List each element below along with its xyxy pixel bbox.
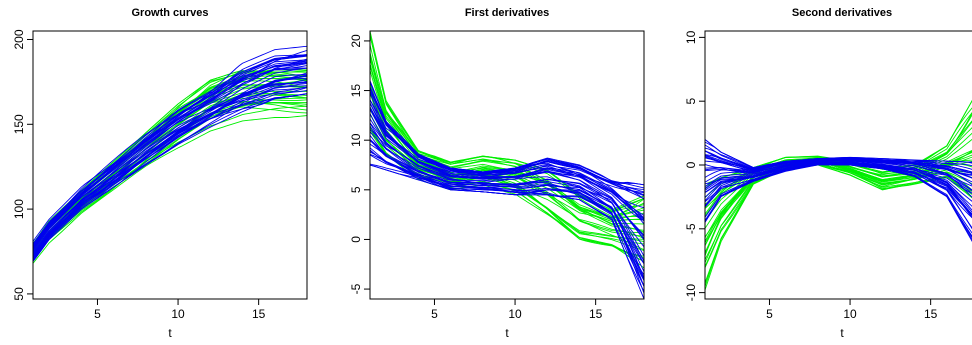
blue-curve [33, 60, 307, 248]
x-tick-label: 5 [431, 307, 438, 321]
y-tick-label: 5 [684, 98, 698, 105]
green-curve [33, 115, 307, 264]
green-curve [33, 80, 307, 248]
y-tick-label: 200 [12, 29, 26, 49]
blue-curve [705, 161, 972, 219]
blue-curve [370, 80, 644, 200]
y-tick-label: -10 [684, 284, 698, 302]
green-curve [370, 65, 644, 225]
blue-curve [33, 75, 307, 255]
blue-curve [33, 65, 307, 249]
growth-curves-y-axis: 50 100 150 200 [12, 29, 33, 301]
blue-curve [705, 144, 972, 170]
blue-curve [705, 139, 972, 168]
y-tick-label: 150 [12, 114, 26, 134]
x-tick-label: 10 [508, 307, 522, 321]
blue-curve [33, 82, 307, 258]
blue-curve [33, 85, 307, 258]
growth-curves-frame [32, 30, 308, 300]
x-tick-label: 10 [171, 307, 185, 321]
y-tick-label: 100 [12, 199, 26, 219]
first-derivatives-y-axis: -5 0 5 10 15 20 [349, 34, 370, 294]
blue-curve [370, 108, 644, 216]
y-tick-label: -5 [684, 223, 698, 234]
x-tick-label: 15 [252, 307, 266, 321]
blue-curve [33, 82, 307, 255]
x-tick-label: 10 [843, 307, 857, 321]
x-tick-label: 5 [94, 307, 101, 321]
green-curve [370, 55, 644, 218]
blue-curve [370, 138, 644, 261]
growth-curves-x-label: t [168, 326, 172, 340]
y-tick-label: 50 [12, 287, 26, 301]
blue-curve [33, 93, 307, 262]
blue-curve [370, 92, 644, 225]
green-curve [33, 102, 307, 257]
blue-curve [33, 78, 307, 257]
second-derivatives-title: Second derivatives [792, 7, 892, 19]
y-tick-label: 0 [349, 236, 363, 243]
first-derivatives-frame [369, 30, 645, 300]
growth-curves-title: Growth curves [131, 7, 208, 19]
x-tick-label: 15 [589, 307, 603, 321]
first-derivatives-lines [370, 31, 644, 299]
first-derivatives-x-label: t [505, 326, 509, 340]
y-tick-label: 10 [349, 133, 363, 147]
y-tick-label: -5 [349, 283, 363, 294]
green-curve [370, 88, 644, 234]
blue-curve [370, 147, 644, 294]
panel-second-derivatives: Second derivatives 5 10 15 -10 -5 0 5 10 t [684, 7, 972, 340]
growth-curves-lines [33, 45, 307, 264]
panel-growth-curves: Growth curves 5 10 15 50 100 150 200 t [12, 7, 308, 340]
y-tick-label: 20 [349, 34, 363, 48]
growth-curves-x-axis: 5 10 15 [94, 299, 266, 321]
first-derivatives-x-axis: 5 10 15 [431, 299, 603, 321]
blue-curve [705, 161, 972, 192]
blue-curve [370, 103, 644, 220]
first-derivatives-title: First derivatives [465, 7, 549, 19]
y-tick-label: 5 [349, 186, 363, 193]
blue-curve [370, 139, 644, 265]
x-tick-label: 15 [924, 307, 938, 321]
y-tick-label: 0 [684, 161, 698, 168]
green-curve [370, 109, 644, 240]
blue-curve [33, 74, 307, 254]
second-derivatives-y-axis: -10 -5 0 5 10 [684, 30, 705, 301]
blue-curve [33, 77, 307, 255]
x-tick-label: 5 [766, 307, 773, 321]
green-curve [370, 130, 644, 257]
blue-curve [370, 164, 644, 299]
blue-curve [33, 60, 307, 249]
blue-curve [33, 81, 307, 256]
second-derivatives-x-label: t [840, 326, 844, 340]
blue-curve [705, 155, 972, 186]
blue-curve [33, 80, 307, 256]
second-derivatives-x-axis: 5 10 15 [766, 299, 938, 321]
second-derivatives-lines [705, 99, 972, 291]
blue-curve [370, 118, 644, 237]
y-tick-label: 15 [349, 84, 363, 98]
blue-curve [370, 126, 644, 257]
y-tick-label: 10 [684, 30, 698, 44]
blue-curve [33, 67, 307, 252]
blue-curve [33, 62, 307, 248]
green-curve [33, 70, 307, 244]
blue-curve [33, 54, 307, 246]
green-curve [33, 79, 307, 250]
panel-first-derivatives: First derivatives 5 10 15 -5 0 5 10 15 20 t [349, 7, 645, 340]
blue-curve [33, 87, 307, 260]
